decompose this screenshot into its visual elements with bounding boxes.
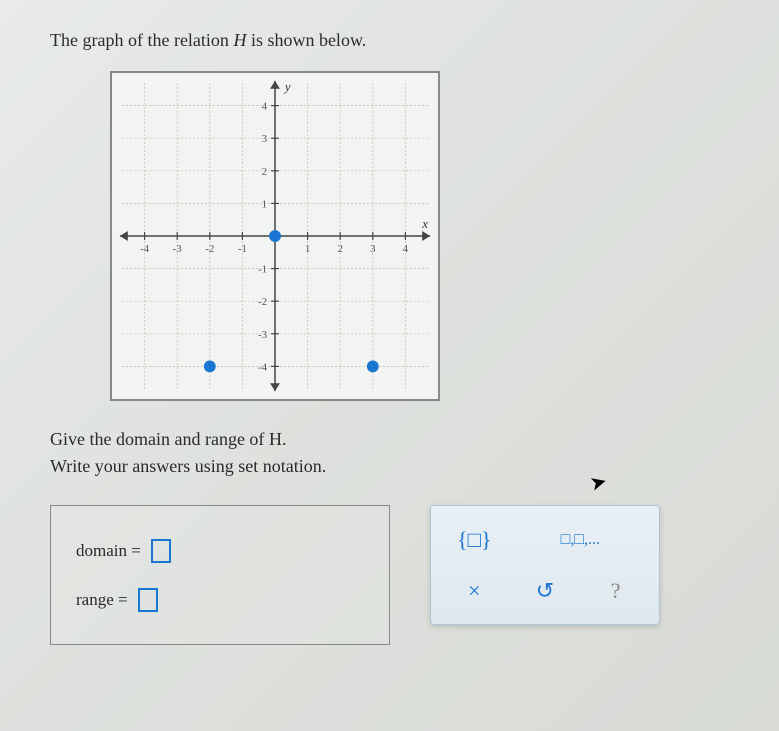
svg-text:3: 3 bbox=[370, 243, 375, 255]
sub-line1-before: Give the domain and range of bbox=[50, 429, 269, 449]
y-axis-label: y bbox=[283, 80, 291, 94]
answer-box: domain = range = bbox=[50, 505, 390, 645]
intro-after: is shown below. bbox=[246, 30, 366, 50]
graph-svg: -4 -3 -2 -1 1 2 3 4 -4 -3 -2 -1 1 2 3 4 y x bbox=[112, 73, 438, 399]
toolbox: {□} □,□,... × ↺ ? bbox=[430, 505, 660, 625]
domain-label: domain = bbox=[76, 541, 141, 561]
help-button[interactable]: ? bbox=[591, 571, 641, 611]
svg-text:-2: -2 bbox=[258, 296, 267, 308]
svg-text:-2: -2 bbox=[205, 243, 214, 255]
sub-question: Give the domain and range of H. Write yo… bbox=[50, 426, 729, 480]
sub-line1-after: . bbox=[282, 429, 287, 449]
help-icon: ? bbox=[611, 578, 621, 604]
set-braces-button[interactable]: {□} bbox=[449, 520, 499, 560]
domain-line: domain = bbox=[76, 539, 364, 563]
range-line: range = bbox=[76, 588, 364, 612]
intro-before: The graph of the relation bbox=[50, 30, 233, 50]
svg-text:-4: -4 bbox=[140, 243, 150, 255]
list-button[interactable]: □,□,... bbox=[561, 520, 600, 560]
close-button[interactable]: × bbox=[449, 571, 499, 611]
range-label: range = bbox=[76, 590, 128, 610]
sub-line2: Write your answers using set notation. bbox=[50, 456, 326, 476]
relation-name: H bbox=[233, 30, 246, 50]
svg-text:4: 4 bbox=[403, 243, 409, 255]
sub-line1-name: H bbox=[269, 429, 282, 449]
reset-button[interactable]: ↺ bbox=[520, 571, 570, 611]
svg-text:1: 1 bbox=[262, 198, 267, 210]
svg-text:-1: -1 bbox=[238, 243, 247, 255]
x-axis-label: x bbox=[421, 217, 428, 231]
domain-input[interactable] bbox=[151, 539, 171, 563]
close-icon: × bbox=[468, 578, 480, 604]
svg-text:-3: -3 bbox=[173, 243, 182, 255]
svg-text:-3: -3 bbox=[258, 329, 267, 341]
question-intro: The graph of the relation H is shown bel… bbox=[50, 30, 729, 51]
svg-text:-1: -1 bbox=[258, 264, 267, 276]
svg-text:-4: -4 bbox=[258, 361, 268, 373]
svg-text:3: 3 bbox=[262, 133, 267, 145]
list-icon: □,□,... bbox=[561, 531, 600, 549]
graph-panel: -4 -3 -2 -1 1 2 3 4 -4 -3 -2 -1 1 2 3 4 y x bbox=[110, 71, 440, 401]
svg-text:2: 2 bbox=[337, 243, 342, 255]
answer-row: domain = range = {□} □,□,... × ↺ ? bbox=[50, 505, 729, 645]
reset-icon: ↺ bbox=[536, 578, 554, 604]
svg-text:4: 4 bbox=[262, 101, 268, 113]
range-input[interactable] bbox=[138, 588, 158, 612]
svg-text:1: 1 bbox=[305, 243, 310, 255]
set-braces-icon: {□} bbox=[457, 527, 491, 553]
svg-text:2: 2 bbox=[262, 166, 267, 178]
